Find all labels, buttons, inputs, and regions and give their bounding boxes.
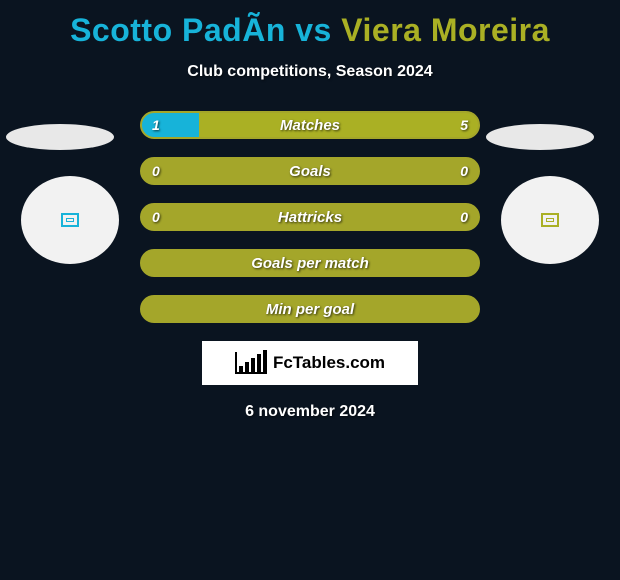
vs-separator: vs [286, 12, 341, 48]
player2-badge-circle [501, 176, 599, 264]
player2-badge-icon [541, 213, 559, 227]
stat-bar-row: 00Goals [140, 157, 480, 185]
stat-label: Hattricks [142, 205, 478, 229]
logo-text: FcTables.com [273, 353, 385, 373]
player1-name: Scotto PadÃ­n [70, 12, 286, 48]
player1-badge-circle [21, 176, 119, 264]
fctables-logo: FcTables.com [202, 341, 418, 385]
stats-bars: 15Matches 00Goals 00Hattricks Goals per mat… [140, 111, 480, 323]
player2-ellipse [486, 124, 594, 150]
stat-label: Goals [142, 159, 478, 183]
stat-label: Matches [142, 113, 478, 137]
stat-bar-row: 15Matches [140, 111, 480, 139]
subtitle: Club competitions, Season 2024 [0, 63, 620, 81]
stat-label: Goals per match [142, 251, 478, 275]
player2-name: Viera Moreira [341, 12, 550, 48]
stat-bar-row: Min per goal [140, 295, 480, 323]
stat-bar-row: Goals per match [140, 249, 480, 277]
logo-chart-icon [235, 352, 267, 374]
stat-bar-row: 00Hattricks [140, 203, 480, 231]
player1-ellipse [6, 124, 114, 150]
date-label: 6 november 2024 [0, 403, 620, 421]
player1-badge-icon [61, 213, 79, 227]
comparison-title: Scotto PadÃ­n vs Viera Moreira [0, 0, 620, 49]
stat-label: Min per goal [142, 297, 478, 321]
